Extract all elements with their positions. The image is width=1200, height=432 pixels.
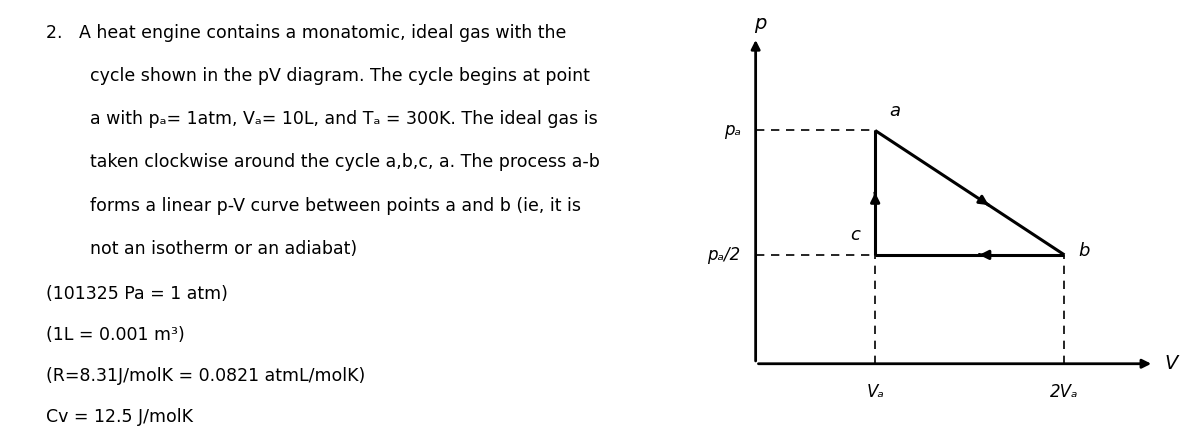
Text: b: b	[1079, 242, 1090, 260]
Text: a: a	[889, 102, 900, 120]
Text: c: c	[851, 226, 860, 245]
Text: (R=8.31J/molK = 0.0821 atmL/molK): (R=8.31J/molK = 0.0821 atmL/molK)	[46, 367, 365, 385]
Text: pₐ/2: pₐ/2	[708, 246, 740, 264]
Text: p: p	[755, 14, 767, 33]
Text: pₐ: pₐ	[724, 121, 740, 140]
Text: taken clockwise around the cycle a,b,c, a. The process a-b: taken clockwise around the cycle a,b,c, …	[90, 153, 600, 172]
Text: Cv = 12.5 J/molK: Cv = 12.5 J/molK	[46, 408, 192, 426]
Text: 2.   A heat engine contains a monatomic, ideal gas with the: 2. A heat engine contains a monatomic, i…	[46, 24, 566, 42]
Text: a with pₐ= 1atm, Vₐ= 10L, and Tₐ = 300K. The ideal gas is: a with pₐ= 1atm, Vₐ= 10L, and Tₐ = 300K.…	[90, 110, 598, 128]
Text: not an isotherm or an adiabat): not an isotherm or an adiabat)	[90, 240, 358, 258]
Text: (1L = 0.001 m³): (1L = 0.001 m³)	[46, 326, 185, 344]
Text: forms a linear p-V curve between points a and b (ie, it is: forms a linear p-V curve between points …	[90, 197, 581, 215]
Text: Vₐ: Vₐ	[866, 383, 884, 401]
Text: V: V	[1164, 354, 1177, 373]
Text: cycle shown in the pV diagram. The cycle begins at point: cycle shown in the pV diagram. The cycle…	[90, 67, 590, 85]
Text: (101325 Pa = 1 atm): (101325 Pa = 1 atm)	[46, 285, 228, 303]
Text: 2Vₐ: 2Vₐ	[1050, 383, 1079, 401]
